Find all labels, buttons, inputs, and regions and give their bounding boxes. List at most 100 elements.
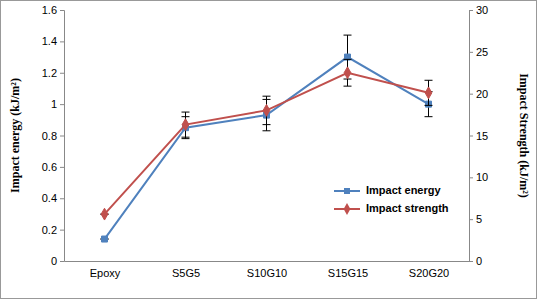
y2-tick-mark — [469, 261, 473, 262]
y2-tick: 25 — [469, 46, 488, 58]
y2-axis-line — [470, 11, 474, 262]
plot-area: 0 0.2 0.4 0.6 0.8 1 1.2 1.4 1.6 0 5 10 15 20 25 30 Epoxy… — [42, 4, 489, 279]
y2-axis: 0 5 10 15 20 25 30 — [469, 4, 488, 267]
y2-tick-label: 5 — [476, 213, 482, 225]
x-tick: S15G15 — [328, 261, 368, 279]
legend-label: Impact strength — [366, 202, 449, 214]
y-tick-label: 1.6 — [42, 4, 57, 16]
legend-marker — [344, 188, 350, 194]
y2-tick-label: 15 — [476, 130, 488, 142]
x-tick: S5G5 — [172, 261, 200, 279]
y2-tick: 15 — [469, 130, 488, 142]
y-tick-label: 0.6 — [42, 161, 57, 173]
x-tick-label: S15G15 — [328, 267, 368, 279]
error-bar-cap — [263, 96, 271, 97]
legend-item: Impact energy — [334, 184, 441, 196]
error-bar-cap — [344, 86, 352, 87]
y-tick-mark — [60, 10, 64, 11]
y-tick: 1.4 — [42, 35, 64, 47]
error-bar — [263, 99, 271, 130]
y-tick-label: 1 — [51, 98, 57, 110]
legend-marker — [344, 203, 351, 215]
y-tick: 0.6 — [42, 161, 64, 173]
y2-tick-label: 20 — [476, 88, 488, 100]
error-bar-cap — [182, 112, 190, 113]
y-tick-label: 1.4 — [42, 35, 57, 47]
error-bar — [425, 80, 433, 105]
y-tick-mark — [60, 73, 64, 74]
marker — [102, 236, 108, 242]
y-tick-label: 0.2 — [42, 224, 57, 236]
y-tick-mark — [60, 230, 64, 231]
y2-tick-label: 30 — [476, 4, 488, 16]
series — [101, 59, 433, 220]
x-tick: Epoxy — [90, 261, 121, 279]
y2-tick-mark — [469, 177, 473, 178]
error-bar — [263, 96, 271, 124]
error-bar-cap — [425, 116, 433, 117]
error-bar-cap — [263, 124, 271, 125]
y2-tick-label: 10 — [476, 171, 488, 183]
x-tick-label: S10G10 — [247, 267, 287, 279]
y2-tick-mark — [469, 10, 473, 11]
y-tick-label: 0.4 — [42, 192, 57, 204]
y-tick: 0.2 — [42, 224, 64, 236]
error-bar — [344, 35, 352, 79]
error-bar-cap — [182, 137, 190, 138]
y2-tick-label: 25 — [476, 46, 488, 58]
y-tick-mark — [60, 198, 64, 199]
y2-tick-mark — [469, 219, 473, 220]
marker — [182, 119, 189, 131]
y-tick-mark — [60, 261, 64, 262]
chart: 0 0.2 0.4 0.6 0.8 1 1.2 1.4 1.6 0 5 10 15 20 25 30 Epoxy… — [0, 0, 537, 299]
error-bar-cap — [344, 35, 352, 36]
x-axis: Epoxy S5G5 S10G10 S15G15 S20G20 — [65, 261, 470, 279]
x-tick-label: Epoxy — [90, 267, 121, 279]
marker — [345, 54, 351, 60]
x-tick: S10G10 — [247, 261, 287, 279]
chart-border — [1, 1, 537, 299]
y2-tick: 5 — [469, 213, 482, 225]
legend-label: Impact energy — [366, 184, 441, 196]
y-tick: 1.2 — [42, 67, 64, 79]
error-bar-cap — [263, 130, 271, 131]
y-tick-label: 1.2 — [42, 67, 57, 79]
y-tick: 1 — [51, 98, 64, 110]
y2-tick: 30 — [469, 4, 488, 16]
x-tick-label: S20G20 — [409, 267, 449, 279]
y-tick-label: 0.8 — [42, 130, 57, 142]
y-tick-mark — [60, 136, 64, 137]
marker — [425, 87, 432, 99]
y2-tick: 10 — [469, 171, 488, 183]
y2-tick: 20 — [469, 88, 488, 100]
error-bar-cap — [425, 105, 433, 106]
marker — [344, 67, 351, 79]
y2-axis-title: Impact Strength (kJ/m²) — [517, 73, 531, 198]
error-bar-cap — [182, 138, 190, 139]
y-tick: 0.4 — [42, 192, 64, 204]
y2-tick: 0 — [469, 255, 482, 267]
x-tick-label: S5G5 — [172, 267, 200, 279]
y2-tick-mark — [469, 94, 473, 95]
y2-tick-mark — [469, 52, 473, 53]
marker — [101, 208, 108, 220]
legend-item: Impact strength — [334, 202, 449, 215]
y-tick-label: 0 — [51, 255, 57, 267]
y-tick-mark — [60, 167, 64, 168]
error-bar — [344, 59, 352, 86]
error-bar-cap — [344, 59, 352, 60]
y-tick-mark — [60, 41, 64, 42]
y2-tick-mark — [469, 136, 473, 137]
error-bar — [182, 112, 190, 137]
y-tick-mark — [60, 104, 64, 105]
y-tick: 0.8 — [42, 130, 64, 142]
y-tick: 1.6 — [42, 4, 64, 16]
marker — [263, 105, 270, 117]
y2-tick-label: 0 — [476, 255, 482, 267]
y-axis: 0 0.2 0.4 0.6 0.8 1 1.2 1.4 1.6 — [42, 4, 65, 267]
y-axis-title: Impact energy (kJ/m²) — [8, 78, 22, 193]
x-axis-line — [65, 261, 470, 262]
legend: Impact energy Impact strength — [334, 184, 449, 215]
x-tick: S20G20 — [409, 261, 449, 279]
y-tick: 0 — [51, 255, 64, 267]
